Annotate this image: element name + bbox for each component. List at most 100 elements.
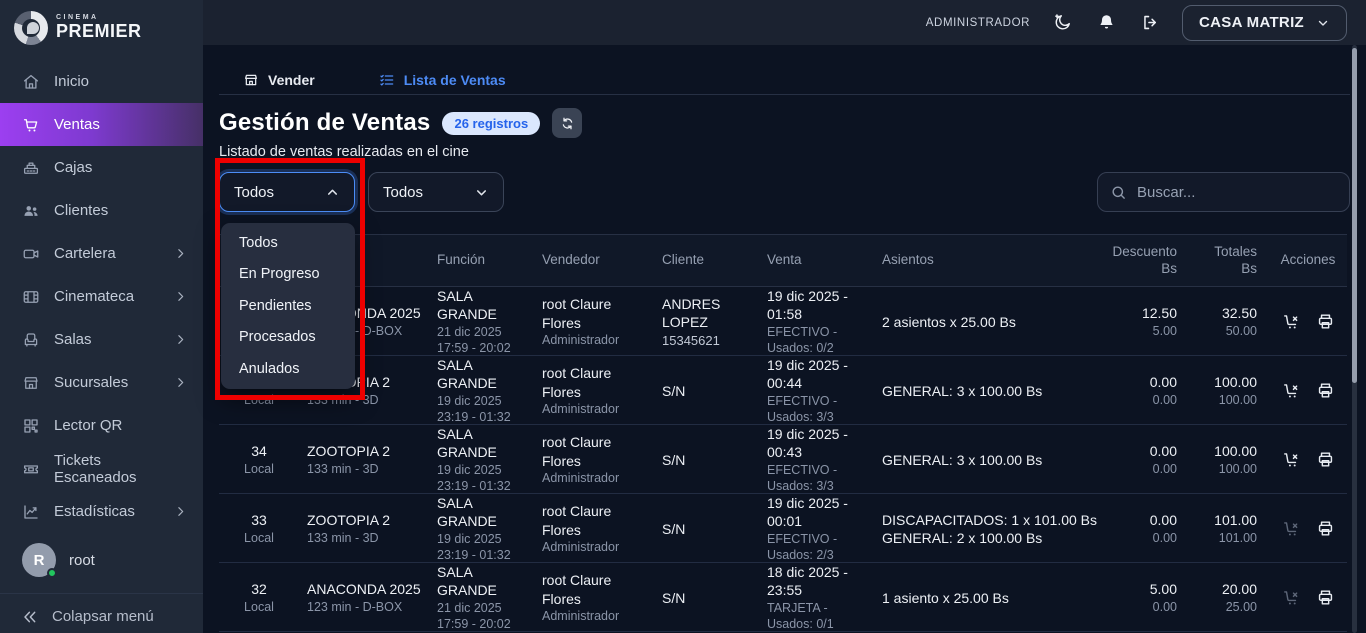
tab-bar: Vender Lista de Ventas (219, 45, 1350, 95)
seat-icon (24, 332, 38, 347)
logout-button[interactable] (1138, 11, 1162, 35)
refresh-icon (562, 117, 572, 129)
branch-selector[interactable]: CASA MATRIZ (1182, 4, 1347, 41)
col-funcion: Función (437, 252, 486, 268)
brand-top-label: CINEMA (56, 14, 99, 21)
printer-icon (1318, 452, 1332, 468)
sidebar-item-label: Inicio (54, 73, 90, 90)
movie-title: ZOOTOPIA 2 (307, 512, 390, 529)
payment-method: EFECTIVO - Usados: 3/3 (767, 462, 838, 494)
sidebar-item-cajas[interactable]: Cajas (0, 146, 203, 189)
discount-sub: 0.00 (1152, 392, 1177, 407)
col-venta: Venta (767, 252, 802, 268)
print-ticket-button[interactable] (1314, 449, 1336, 471)
seats-line1: GENERAL: 3 x 100.00 Bs (882, 382, 1043, 399)
discount-sub: 0.00 (1152, 530, 1177, 545)
sidebar-item-lector-qr[interactable]: Lector QR (0, 404, 203, 447)
sale-datetime: 19 dic 2025 - 00:01 (767, 495, 848, 530)
cancel-sale-button[interactable] (1280, 380, 1302, 402)
sidebar-item-cinemateca[interactable]: Cinemateca (0, 275, 203, 318)
print-ticket-button[interactable] (1314, 311, 1336, 333)
total-sub: 100.00 (1218, 461, 1257, 476)
print-ticket-button[interactable] (1314, 518, 1336, 540)
printer-icon (1318, 314, 1332, 330)
dropdown-option-todos[interactable]: Todos (239, 234, 278, 251)
notifications-button[interactable] (1094, 11, 1118, 35)
sidebar-item-ventas[interactable]: Ventas (0, 103, 203, 146)
total-sub: 50.00 (1225, 323, 1257, 338)
sale-datetime: 19 dic 2025 - 00:43 (767, 426, 848, 461)
sidebar-item-label: Cartelera (54, 245, 116, 262)
sidebar-item-inicio[interactable]: Inicio (0, 60, 203, 103)
seats-line1: 2 asientos x 25.00 Bs (882, 313, 1016, 330)
col-acciones: Acciones (1280, 252, 1336, 268)
sidebar-item-label: Clientes (54, 202, 109, 219)
cancel-sale-button[interactable] (1280, 449, 1302, 471)
sidebar-item-salas[interactable]: Salas (0, 318, 203, 361)
client-name: S/N (662, 589, 686, 606)
discount-main: 0.00 (1149, 443, 1177, 460)
seller-role: Administrador (542, 540, 620, 555)
topbar: ADMINISTRADOR CASA MATRIZ (203, 0, 1366, 45)
total-main: 32.50 (1221, 305, 1257, 322)
dropdown-option-anulados[interactable]: Anulados (239, 360, 300, 377)
collapse-menu-button[interactable]: Colapsar menú (0, 593, 203, 633)
home-icon (23, 74, 39, 89)
people-icon (24, 205, 38, 216)
sidebar-item-cartelera[interactable]: Cartelera (0, 232, 203, 275)
status-filter-select[interactable]: Todos (219, 172, 355, 212)
sale-number: 33 (251, 512, 267, 529)
sidebar-item-estadisticas[interactable]: Estadísticas (0, 490, 203, 533)
sidebar-item-sucursales[interactable]: Sucursales (0, 361, 203, 404)
sidebar-item-tickets-escaneados[interactable]: Tickets Escaneados (0, 447, 203, 490)
sidebar-item-clientes[interactable]: Clientes (0, 189, 203, 232)
cancel-sale-button[interactable] (1280, 518, 1302, 540)
type-filter-select[interactable]: Todos (368, 172, 504, 212)
total-sub: 100.00 (1218, 392, 1257, 407)
dropdown-option-en-progreso[interactable]: En Progreso (239, 266, 320, 283)
sidebar-nav: Inicio Ventas Cajas Clientes Cartelera (0, 60, 203, 533)
show-time: 23:19 - 01:32 (437, 479, 511, 494)
brand-name: PREMIER (56, 21, 142, 41)
dark-mode-toggle[interactable] (1050, 11, 1074, 35)
page-subtitle: Listado de ventas realizadas en el cine (219, 144, 469, 160)
col-totales: Totales Bs (1189, 235, 1269, 286)
payment-method: TARJETA - Usados: 0/1 (767, 600, 834, 632)
seller-name: root Claure Flores (542, 296, 612, 331)
search-icon (1112, 185, 1125, 199)
cancel-sale-button[interactable] (1280, 311, 1302, 333)
discount-main: 0.00 (1149, 512, 1177, 529)
room-name: SALA GRANDE (437, 288, 497, 323)
chevron-right-icon (178, 249, 184, 258)
col-descuento-line1: Descuento (1112, 243, 1177, 259)
dropdown-option-pendientes[interactable]: Pendientes (239, 297, 312, 314)
tab-lista-de-ventas[interactable]: Lista de Ventas (379, 72, 506, 88)
client-name: S/N (662, 520, 686, 537)
brand-logo: CINEMA PREMIER (0, 0, 203, 54)
tab-label: Vender (268, 71, 315, 88)
table-row: 32 Local ANACONDA 2025 123 min - D-BOX SAL… (219, 563, 1347, 632)
cancel-sale-button[interactable] (1280, 587, 1302, 609)
print-ticket-button[interactable] (1314, 587, 1336, 609)
refresh-button[interactable] (552, 108, 583, 138)
show-time: 17:59 - 20:02 (437, 341, 511, 356)
col-vendedor: Vendedor (542, 252, 600, 268)
discount-sub: 0.00 (1152, 599, 1177, 614)
print-ticket-button[interactable] (1314, 380, 1336, 402)
seller-role: Administrador (542, 609, 620, 624)
collapse-menu-label: Colapsar menú (52, 608, 154, 625)
search-input[interactable] (1137, 183, 1337, 201)
seller-name: root Claure Flores (542, 572, 612, 607)
discount-main: 5.00 (1149, 581, 1177, 598)
seats-line2: GENERAL: 2 x 100.00 Bs (882, 529, 1043, 546)
scrollbar-thumb[interactable] (1352, 48, 1357, 383)
dropdown-option-procesados[interactable]: Procesados (239, 329, 316, 346)
sidebar-item-label: Tickets Escaneados (54, 451, 137, 486)
room-name: SALA GRANDE (437, 564, 497, 599)
cart-x-icon (1283, 522, 1297, 536)
tab-vender[interactable]: Vender (243, 72, 315, 88)
tab-label: Lista de Ventas (403, 71, 506, 88)
user-name: root (69, 551, 95, 569)
movie-format: 133 min - 3D (307, 530, 379, 545)
sidebar-user[interactable]: R root (0, 535, 203, 585)
